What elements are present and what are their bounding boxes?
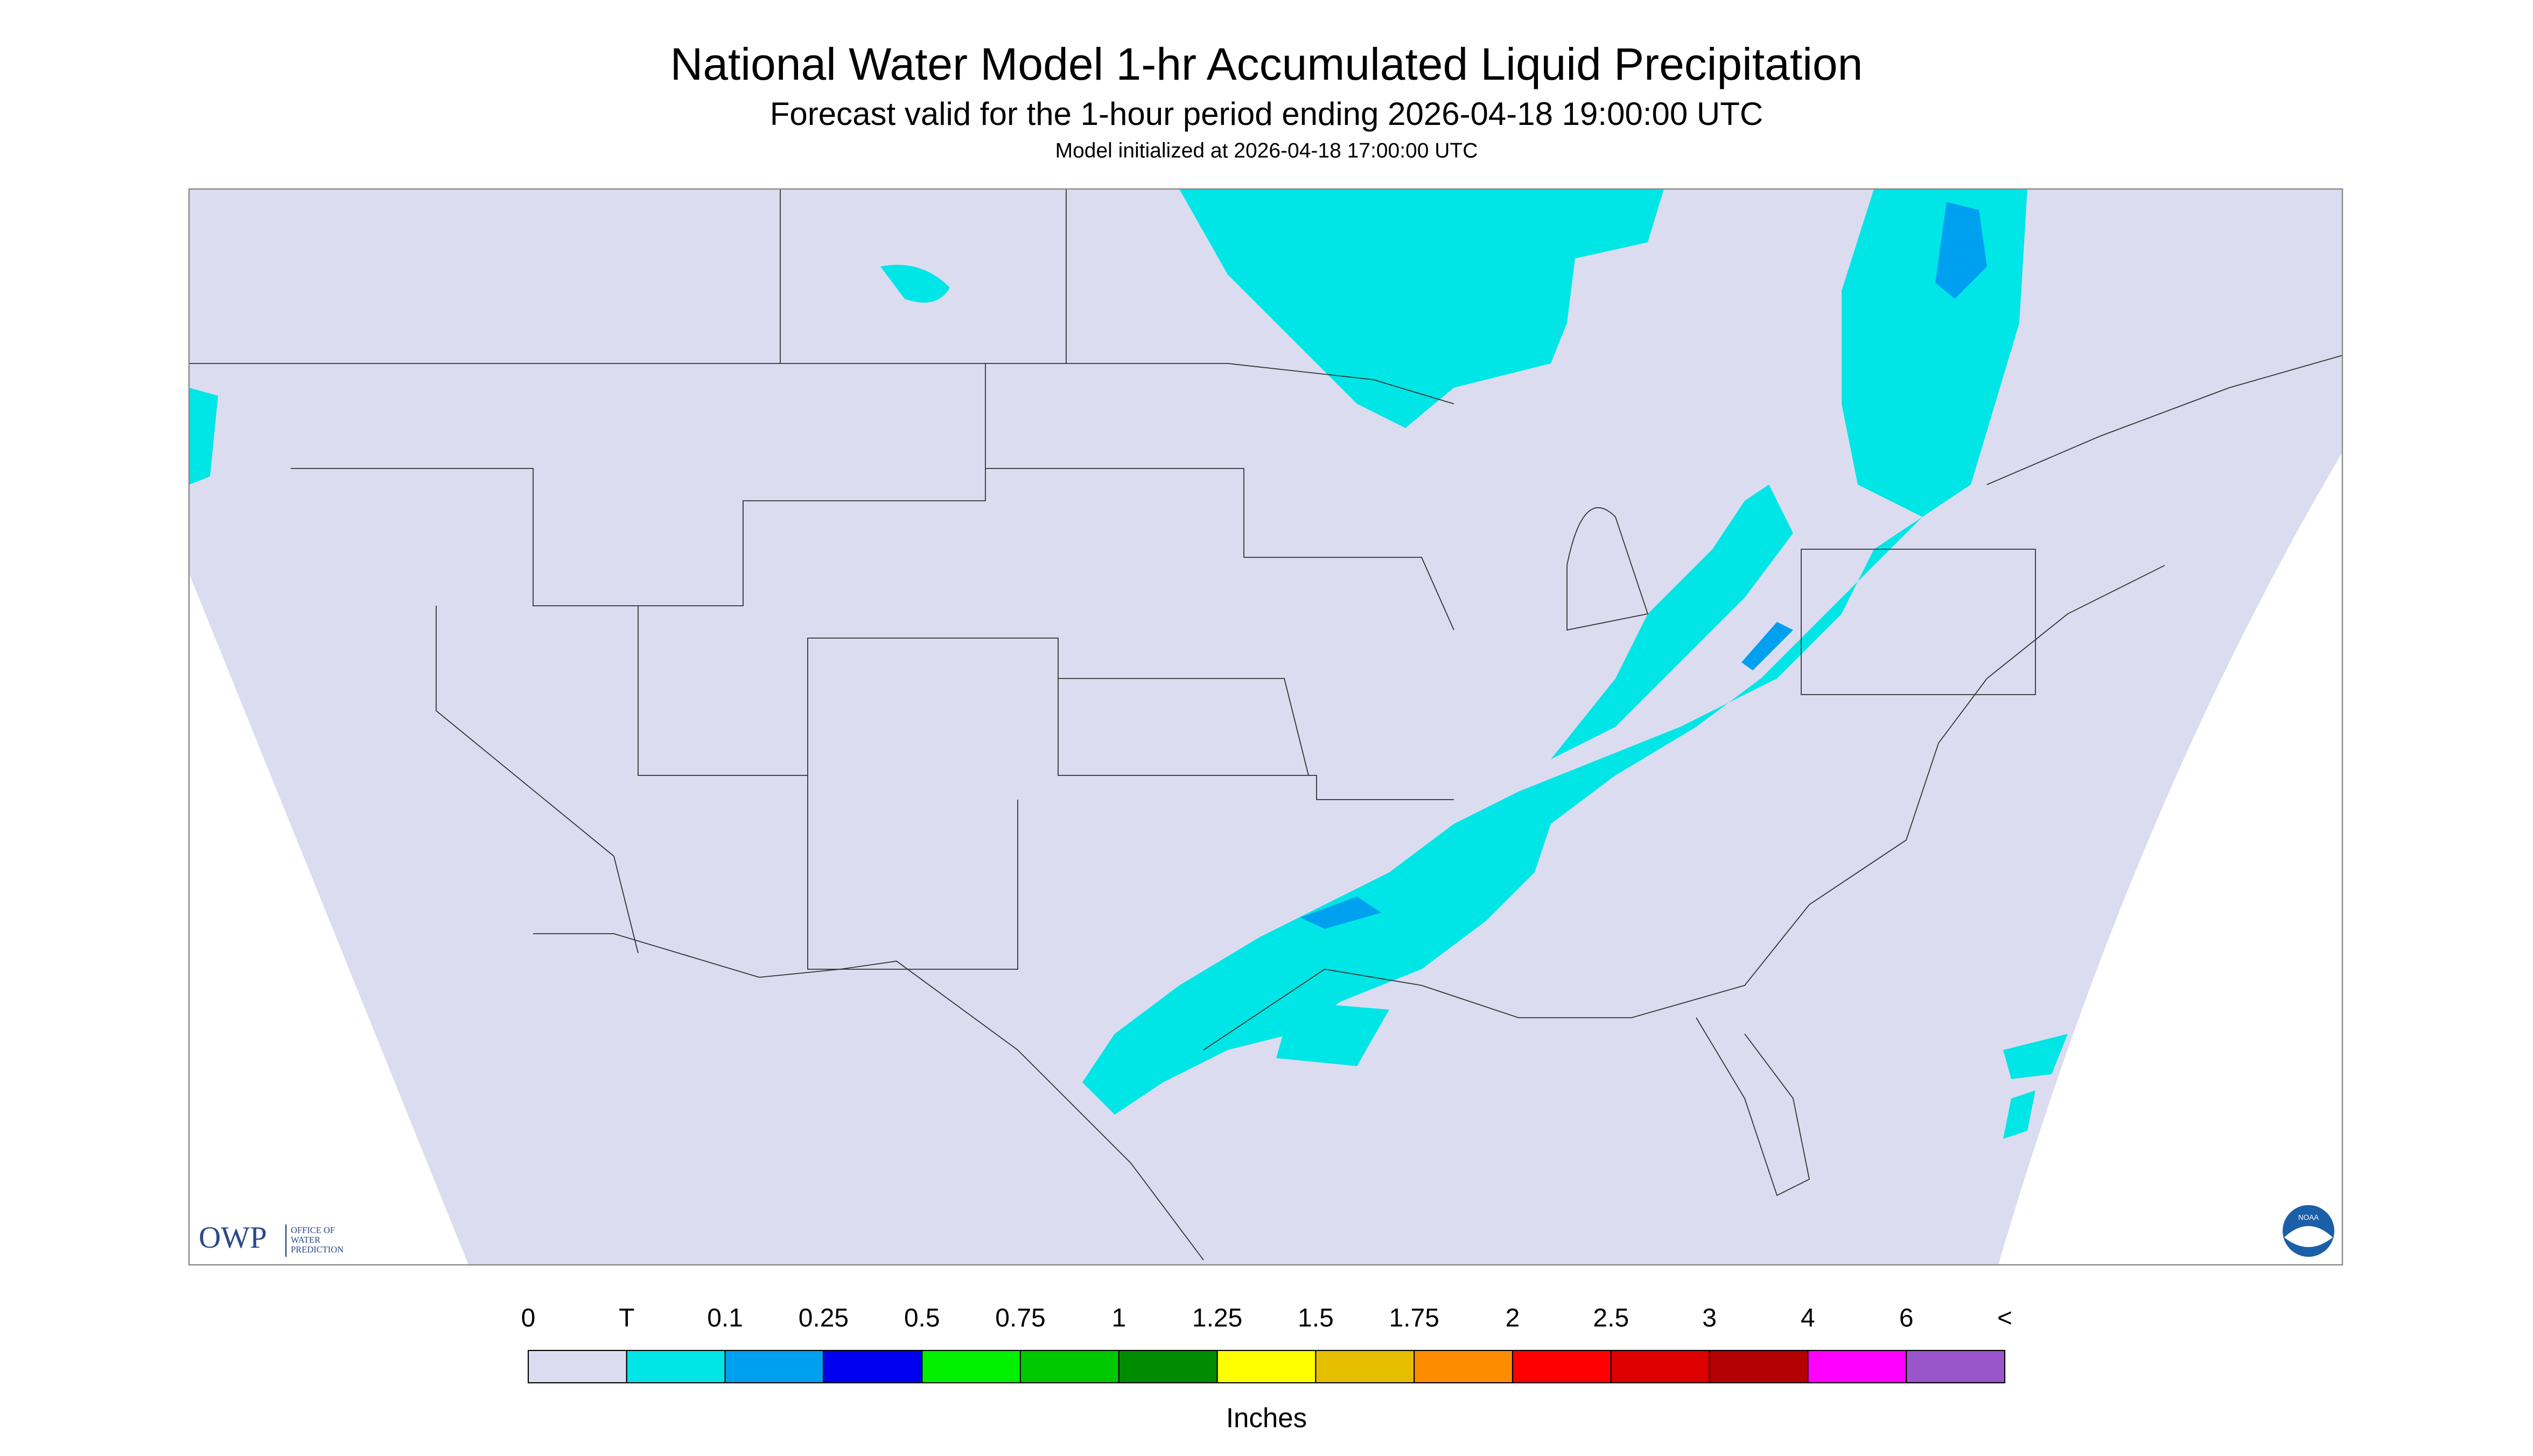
legend-label: 1.5 (1298, 1304, 1334, 1333)
owp-line: PREDICTION (291, 1244, 344, 1255)
owp-logo: OWP (199, 1221, 267, 1255)
legend-label: T (619, 1304, 634, 1333)
color-box (626, 1349, 726, 1384)
owp-line: OFFICE OF (291, 1225, 335, 1235)
legend-label: 0.75 (995, 1304, 1045, 1333)
color-box (1610, 1349, 1710, 1384)
color-box (1807, 1349, 1907, 1384)
legend-label: 1 (1111, 1304, 1126, 1333)
map: OWP OFFICE OF WATER PREDICTION NOAA (188, 188, 2343, 1266)
color-box (1216, 1349, 1317, 1384)
colorbar: 0 T 0.1 0.25 0.5 0.75 1 1.25 1.5 1.75 2 2.5 3 4 6 < (521, 1304, 2012, 1384)
owp-line: WATER (291, 1235, 320, 1245)
subtitle: Forecast valid for the 1-hour period end… (770, 96, 1763, 132)
color-box (527, 1349, 627, 1384)
projection-area (189, 189, 2342, 1265)
color-box (823, 1349, 923, 1384)
title: National Water Model 1-hr Accumulated Li… (670, 39, 1863, 89)
color-box (1118, 1349, 1218, 1384)
precip-moderate (1300, 202, 1987, 929)
color-box (1019, 1349, 1119, 1384)
legend-label: 0 (521, 1304, 536, 1333)
legend-label: 0.1 (707, 1304, 743, 1333)
legend-label: 1.25 (1192, 1304, 1242, 1333)
color-box (1906, 1349, 2006, 1384)
legend-label: 2 (1506, 1304, 1520, 1333)
color-box (921, 1349, 1021, 1384)
noaa-text: NOAA (2298, 1214, 2319, 1222)
boundaries (189, 189, 2343, 1261)
precip-areas (189, 189, 2068, 1139)
color-box (1315, 1349, 1415, 1384)
legend-label: 1.75 (1389, 1304, 1439, 1333)
legend-label: < (1997, 1304, 2012, 1333)
legend-label: 0.25 (799, 1304, 849, 1333)
init-time: Model initialized at 2026-04-18 17:00:00… (1055, 139, 1478, 162)
color-box (724, 1349, 824, 1384)
legend-label: 3 (1702, 1304, 1717, 1333)
color-box (1709, 1349, 1809, 1384)
legend-unit: Inches (1226, 1402, 1307, 1433)
legend-label: 0.5 (904, 1304, 940, 1333)
color-box (1414, 1349, 1514, 1384)
legend-label: 4 (1801, 1304, 1815, 1333)
legend-label: 2.5 (1593, 1304, 1629, 1333)
map-frame (188, 188, 2343, 1266)
legend-label: 6 (1899, 1304, 1914, 1333)
color-box (1512, 1349, 1612, 1384)
